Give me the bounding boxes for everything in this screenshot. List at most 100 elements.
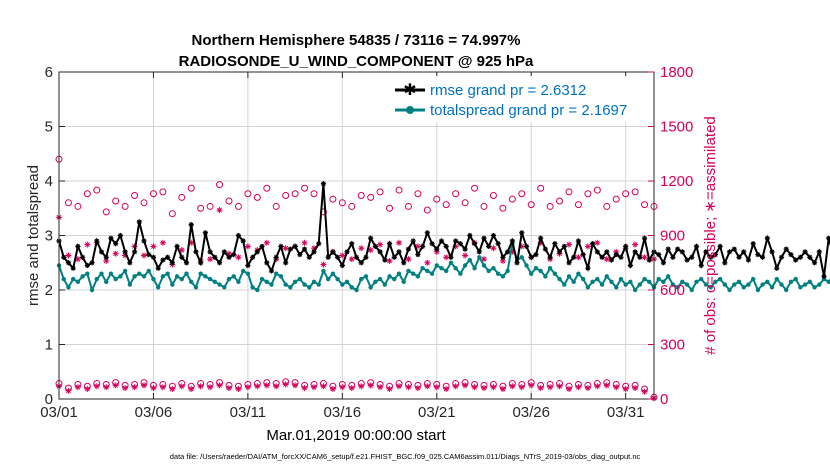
totalspread-point: [741, 285, 746, 290]
obs-assimilated-marker: [348, 385, 355, 392]
totalspread-point: [670, 282, 676, 287]
rmse-point: [188, 222, 194, 228]
totalspread-point: [481, 263, 487, 268]
legend-box: [390, 76, 650, 122]
totalspread-point: [486, 268, 491, 274]
obs-assimilated-marker: [311, 384, 317, 391]
obs-assimilated-marker: [396, 383, 402, 390]
rmse-point: [500, 254, 506, 260]
rmse-point: [703, 249, 709, 255]
rmse-point: [783, 246, 789, 252]
totalspread-point: [462, 263, 468, 268]
totalspread-point: [736, 279, 742, 285]
totalspread-point: [179, 276, 184, 282]
rmse-point: [486, 243, 492, 249]
totalspread-point: [680, 279, 685, 285]
obs-possible-marker: [641, 201, 649, 209]
obs-possible-marker: [338, 199, 346, 207]
totalspread-point: [755, 287, 761, 293]
legend-rmse-label: rmse grand pr = 2.6312: [430, 82, 586, 99]
totalspread-point: [198, 271, 203, 276]
obs-possible-marker: [206, 202, 214, 210]
obs-assimilated-marker: [641, 254, 648, 261]
totalspread-point: [727, 287, 732, 293]
obs-possible-marker: [225, 197, 233, 205]
totalspread-point: [675, 285, 680, 290]
totalspread-point: [717, 276, 723, 282]
rmse-point: [693, 243, 700, 249]
totalspread-point: [288, 285, 293, 290]
x-tick-label: 03/06: [135, 404, 173, 421]
totalspread-point: [425, 268, 430, 274]
totalspread-point: [401, 279, 406, 285]
obs-assimilated-marker: [244, 384, 251, 391]
totalspread-point: [170, 282, 175, 287]
rmse-point: [391, 254, 397, 260]
obs-possible-marker: [546, 202, 554, 210]
obs-assimilated-marker: [348, 256, 355, 263]
obs-assimilated-marker: [499, 386, 506, 393]
obs-possible-marker: [537, 184, 545, 192]
obs-possible-marker: [376, 188, 384, 196]
totalspread-point: [155, 285, 161, 290]
obs-possible-marker: [74, 202, 82, 210]
obs-assimilated-marker: [320, 261, 327, 268]
obs-assimilated-marker: [150, 243, 157, 250]
rmse-point: [538, 235, 544, 241]
rmse-point: [457, 241, 463, 247]
rmse-point: [736, 254, 742, 260]
rmse-point: [292, 243, 298, 249]
obs-assimilated-marker: [131, 384, 138, 391]
totalspread-point: [321, 268, 326, 274]
rmse-point: [675, 246, 681, 252]
obs-possible-marker: [291, 190, 299, 198]
rmse-point: [618, 254, 624, 260]
obs-assimilated-marker: [339, 384, 346, 391]
rmse-point: [382, 257, 388, 263]
totalspread-point: [500, 274, 506, 279]
obs-assimilated-marker: [443, 386, 450, 393]
rmse-point: [608, 257, 615, 263]
rmse-point: [623, 243, 629, 249]
obs-assimilated-marker: [566, 386, 572, 393]
y-right-tick-label: 1200: [660, 173, 693, 190]
totalspread-point: [533, 266, 539, 271]
rmse-point: [717, 243, 723, 249]
legend-totalspread-label: totalspread grand pr = 2.1697: [430, 102, 627, 119]
obs-assimilated-marker: [235, 386, 242, 393]
obs-assimilated-marker: [622, 386, 629, 393]
totalspread-point: [661, 279, 666, 285]
rmse-point: [226, 254, 232, 260]
totalspread-point: [439, 266, 444, 271]
legend-rmse-marker: ✱: [403, 82, 416, 99]
obs-possible-marker: [234, 202, 242, 210]
rmse-point: [212, 254, 218, 260]
totalspread-point: [250, 285, 255, 290]
totalspread-point: [623, 282, 628, 287]
obs-assimilated-marker: [320, 383, 327, 390]
obs-possible-marker: [140, 199, 148, 207]
rmse-point: [278, 243, 284, 249]
totalspread-point: [595, 276, 600, 282]
totalspread-point: [580, 276, 586, 282]
totalspread-point: [557, 276, 562, 282]
y-left-tick-label: 2: [45, 282, 53, 299]
obs-possible-marker: [631, 188, 639, 196]
obs-possible-marker: [556, 197, 564, 205]
totalspread-point: [505, 268, 510, 274]
totalspread-point: [240, 268, 246, 274]
obs-assimilated-marker: [207, 384, 214, 391]
totalspread-point: [769, 285, 775, 290]
obs-possible-marker: [83, 190, 91, 198]
totalspread-point: [226, 276, 232, 282]
totalspread-point: [104, 279, 109, 285]
rmse-point: [405, 246, 412, 252]
obs-assimilated-marker: [452, 383, 459, 390]
obs-assimilated-marker: [594, 383, 601, 390]
totalspread-point: [708, 285, 713, 290]
rmse-point: [415, 251, 421, 258]
totalspread-point: [368, 285, 373, 290]
x-tick-label: 03/26: [512, 404, 550, 421]
obs-assimilated-marker: [339, 252, 346, 259]
rmse-point: [198, 260, 204, 266]
